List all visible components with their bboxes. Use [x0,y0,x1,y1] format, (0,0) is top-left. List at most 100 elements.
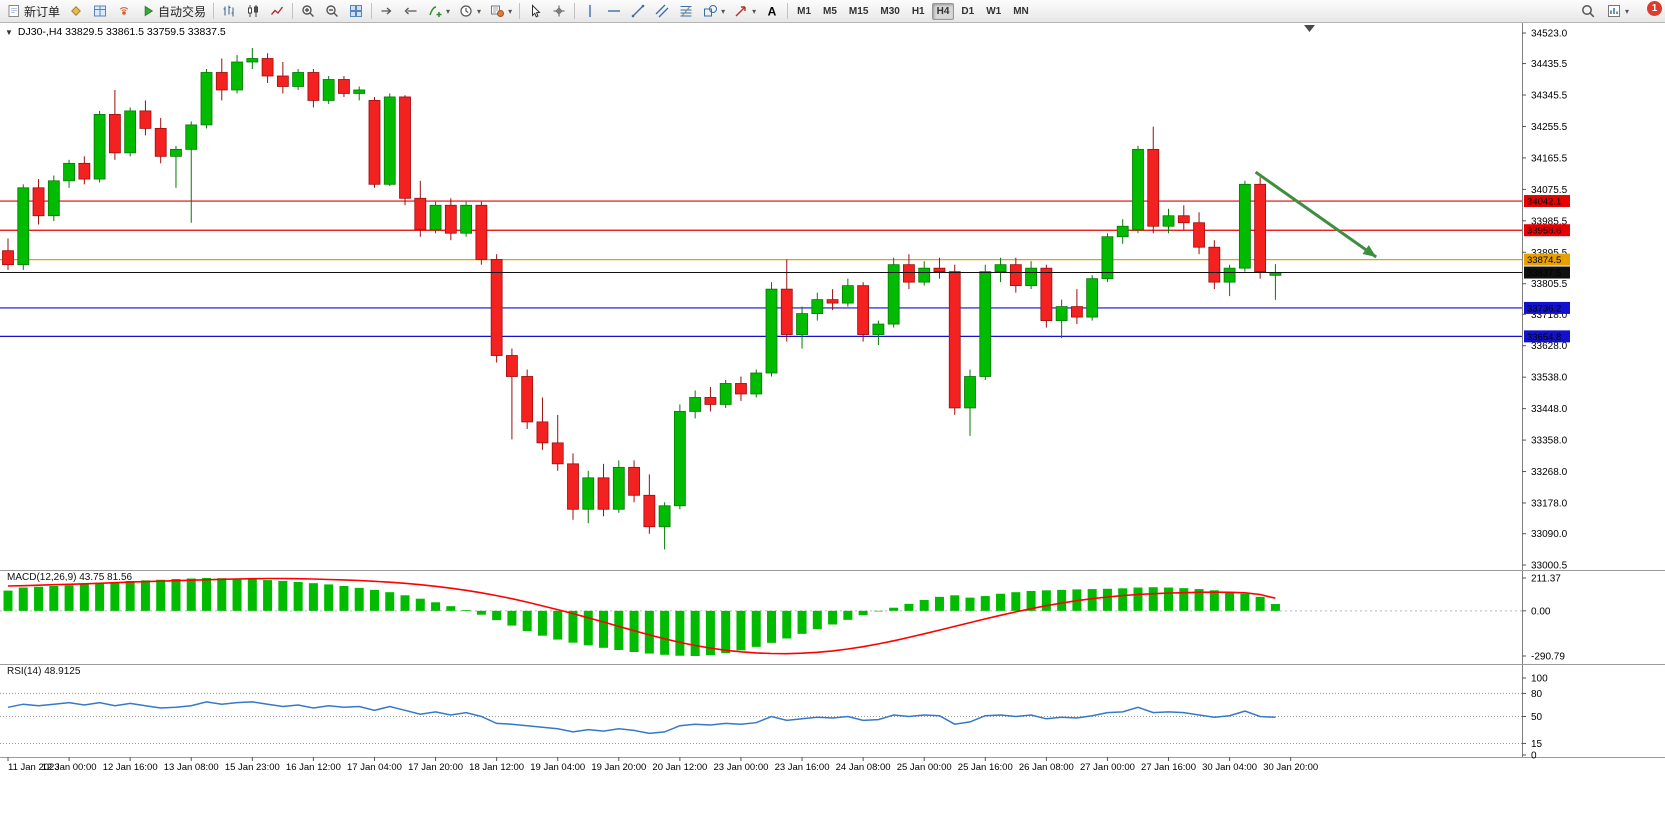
zoomout-icon [326,5,339,17]
text-label-button[interactable]: A [760,0,784,22]
svg-text:33895.5: 33895.5 [1531,248,1568,259]
svg-text:27 Jan 00:00: 27 Jan 00:00 [1080,762,1135,773]
price-badge [1524,253,1570,266]
clock-icon [460,5,472,17]
cross-icon [553,5,565,17]
signal-icon [119,7,129,15]
svg-text:18 Jan 12:00: 18 Jan 12:00 [469,762,524,773]
signals-button[interactable] [112,0,136,22]
price-axis[interactable]: 34523.0 34435.5 34345.5 34255.5 34165.5 34075… [1522,29,1568,572]
vertical-line-button[interactable] [578,0,602,22]
macd-histogram [3,577,1280,656]
periods-button[interactable]: ▾ [454,0,485,22]
horizontal-line-button[interactable] [602,0,626,22]
svg-text:33736.2: 33736.2 [1527,303,1561,314]
svg-text:33874.5: 33874.5 [1527,255,1561,266]
svg-text:17 Jan 20:00: 17 Jan 20:00 [408,762,463,773]
linec-icon [271,6,284,15]
vline-icon [589,5,591,17]
chart-shift-marker-icon[interactable] [1304,25,1315,32]
price-badge [1524,330,1570,343]
svg-text:33090.0: 33090.0 [1531,529,1568,540]
toolbar-separator [519,3,521,19]
svg-text:34345.5: 34345.5 [1531,91,1568,102]
bar-chart-button[interactable] [217,0,241,22]
template-icon [491,5,505,17]
indicators-button[interactable]: ▾ [423,0,454,22]
candlestick-series [2,48,1282,550]
shift-icon [404,7,417,15]
svg-text:33958.6: 33958.6 [1527,226,1561,237]
svg-text:15: 15 [1531,739,1543,750]
caret-down-icon: ▾ [477,6,482,16]
trendline-button[interactable] [626,0,650,22]
new-order-button-label: 新订单 [24,4,61,19]
market-watch-button[interactable] [88,0,112,22]
svg-text:27 Jan 16:00: 27 Jan 16:00 [1141,762,1196,773]
one-click-trading-collapse-icon[interactable]: ▼ [5,27,13,37]
search-icon [1582,5,1595,18]
svg-text:33448.0: 33448.0 [1531,404,1568,415]
timeframe-mn-button[interactable]: MN [1013,5,1029,17]
svg-text:16 Jan 12:00: 16 Jan 12:00 [286,762,341,773]
findicator-icon [429,6,442,17]
rsi-indicator-label: RSI(14) 48.9125 [7,666,81,677]
price-level-lines[interactable]: 34042.1 33958.6 33874.5 33736.2 33654.8 [0,195,1570,343]
timeframe-m5-button[interactable]: M5 [823,5,837,17]
candles-icon [248,5,259,17]
timeframe-h1-button[interactable]: H1 [911,5,925,17]
svg-text:30 Jan 20:00: 30 Jan 20:00 [1263,762,1318,773]
equidistant-channel-button[interactable] [650,0,674,22]
toolbar-separator [787,3,789,19]
price-badge [1524,224,1570,237]
svg-text:11 Jan 2023: 11 Jan 2023 [8,762,60,773]
chart-title-text: DJ30-,H4 33829.5 33861.5 33759.5 33837.5 [17,26,226,38]
macd-panel: 211.37 0.00 -290.79 [0,573,1565,662]
auto-scroll-button[interactable] [375,0,399,22]
trend-arrow-annotation[interactable] [1254,170,1378,259]
gold-icon [71,6,81,16]
cursor-button[interactable] [523,0,547,22]
search-button[interactable] [1576,0,1600,22]
main-toolbar: 新订单 自动交易 ▾ ▾ ▾ ▾ ▾ A M1 M5 M15 M30 H1 H4 D1 W1 MN ▾ [0,0,1665,23]
svg-text:34042.1: 34042.1 [1527,197,1561,208]
timeframe-m1-button[interactable]: M1 [797,5,812,17]
crosshair-button[interactable] [547,0,571,22]
zoom-out-button[interactable] [320,0,344,22]
svg-text:19 Jan 20:00: 19 Jan 20:00 [591,762,646,773]
tile-windows-button[interactable] [344,0,368,22]
new-order-button[interactable]: 新订单 [2,0,64,22]
caret-down-icon: ▾ [508,6,513,16]
svg-text:19 Jan 04:00: 19 Jan 04:00 [530,762,585,773]
svg-text:15 Jan 23:00: 15 Jan 23:00 [225,762,280,773]
timeframe-m30-button[interactable]: M30 [880,5,900,17]
autoscroll-icon [381,7,392,15]
timeframe-d1-button[interactable]: D1 [961,5,975,17]
timeframe-h4-button[interactable]: H4 [931,2,955,20]
templates-button[interactable]: ▾ [485,0,516,22]
candlestick-chart-button[interactable] [241,0,265,22]
svg-text:33000.5: 33000.5 [1531,561,1568,572]
autotrading-button[interactable]: 自动交易 [136,0,210,22]
svg-text:20 Jan 12:00: 20 Jan 12:00 [652,762,707,773]
zoom-in-button[interactable] [296,0,320,22]
new-chart-button[interactable]: ▾ [1602,0,1633,22]
chart-shift-button[interactable] [399,0,423,22]
shapes-button[interactable]: ▾ [698,0,729,22]
current-price-line[interactable]: 33837.5 [0,266,1570,280]
fibonacci-button[interactable] [674,0,698,22]
rsi-panel: 100 80 50 150 [0,674,1548,762]
svg-text:33718.0: 33718.0 [1531,310,1568,321]
line-chart-button[interactable] [265,0,289,22]
price-badge [1524,266,1570,279]
toolbar-separator [371,3,373,19]
toolbar-separator [574,3,576,19]
zoomin-icon [302,5,315,17]
timeframe-w1-button[interactable]: W1 [986,5,1002,17]
timeframe-m15-button[interactable]: M15 [848,5,869,17]
market-depth-button[interactable] [64,0,88,22]
notification-badge[interactable]: 1 [1647,1,1662,16]
arrows-button[interactable]: ▾ [729,0,760,22]
